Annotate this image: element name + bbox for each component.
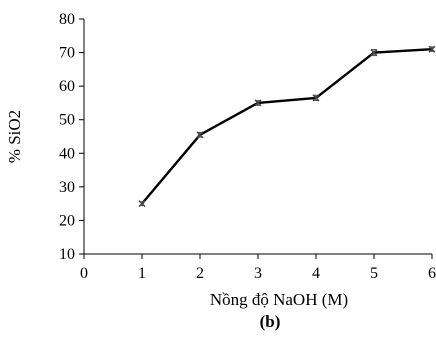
panel-label: (b) <box>260 312 281 331</box>
y-tick-label: 70 <box>59 45 75 62</box>
series-layer <box>138 45 436 208</box>
x-axis-label: Nồng độ NaOH (M) <box>210 290 348 309</box>
data-point <box>312 94 320 102</box>
y-tick-label: 10 <box>59 246 75 263</box>
x-tick-label: 2 <box>196 265 204 282</box>
y-axis-ticks: 10 20 30 40 50 60 70 80 <box>59 11 84 263</box>
data-point <box>428 45 436 53</box>
data-point <box>138 200 146 208</box>
y-tick-label: 80 <box>59 11 75 28</box>
y-tick-label: 60 <box>59 78 75 95</box>
x-tick-label: 0 <box>80 265 88 282</box>
x-axis-ticks: 0 1 2 3 4 5 6 <box>80 254 436 282</box>
data-point <box>254 99 262 107</box>
y-axis-label: % SiO2 <box>5 110 24 163</box>
y-tick-label: 20 <box>59 212 75 229</box>
x-tick-label: 1 <box>138 265 146 282</box>
x-tick-label: 5 <box>370 265 378 282</box>
data-point <box>370 49 378 57</box>
series-line <box>141 48 433 205</box>
y-tick-label: 30 <box>59 179 75 196</box>
y-tick-label: 40 <box>59 145 75 162</box>
x-tick-label: 6 <box>428 265 436 282</box>
x-tick-label: 4 <box>312 265 320 282</box>
data-point <box>196 131 204 139</box>
x-tick-label: 3 <box>254 265 262 282</box>
y-tick-label: 50 <box>59 112 75 129</box>
